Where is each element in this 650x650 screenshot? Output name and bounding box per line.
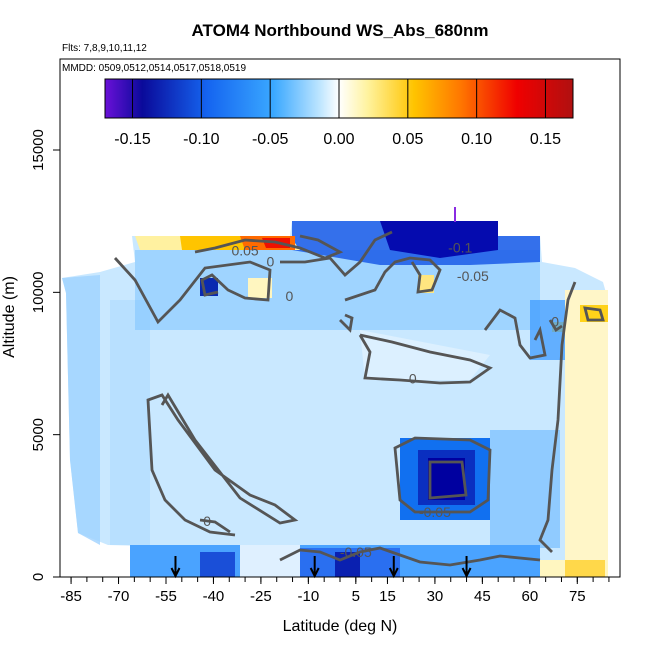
x-tick-label: -85 xyxy=(60,588,82,605)
colorbar-tick-label: -0.15 xyxy=(114,131,151,148)
x-tick-label: 30 xyxy=(427,588,444,605)
y-tick-label: 10000 xyxy=(30,271,47,313)
colorbar-ticks: -0.15 -0.10 -0.05 0.00 0.05 0.10 0.15 xyxy=(114,79,561,148)
contour-lines xyxy=(113,230,605,567)
contour-label: 0.05 xyxy=(231,242,258,258)
x-tick-label: 5 xyxy=(352,588,360,605)
colorbar-tick-label: -0.10 xyxy=(183,131,220,148)
contour-label: 0 xyxy=(203,513,211,529)
contour-label: 0 xyxy=(551,313,559,329)
x-tick-label: 15 xyxy=(379,588,396,605)
contour-label: -0.05 xyxy=(457,268,489,284)
y-tick-label: 15000 xyxy=(30,129,47,171)
contour-label: 0 xyxy=(285,288,293,304)
y-tick-label: 0 xyxy=(30,573,47,581)
contour-label: -0.1 xyxy=(448,239,472,255)
x-tick-label: 75 xyxy=(569,588,586,605)
colorbar-tick-label: 0.05 xyxy=(392,131,423,148)
x-tick-label: 45 xyxy=(474,588,491,605)
contour-label: -0.05 xyxy=(340,544,372,560)
flights-subtitle: Flts: 7,8,9,10,11,12 xyxy=(62,43,147,54)
flight-arrow xyxy=(170,556,181,579)
heatmap-field xyxy=(62,221,608,577)
chart-title: ATOM4 Northbound WS_Abs_680nm xyxy=(192,21,489,40)
x-tick-label: -25 xyxy=(250,588,272,605)
contour-label: 0 xyxy=(409,370,417,386)
flight-arrow xyxy=(461,556,472,579)
x-tick-label: 60 xyxy=(521,588,538,605)
flight-arrow xyxy=(309,556,320,579)
x-axis-label: Latitude (deg N) xyxy=(283,618,398,635)
y-axis-label: Altitude (m) xyxy=(1,276,18,358)
flight-arrow xyxy=(388,556,399,579)
x-tick-label: -40 xyxy=(203,588,225,605)
colorbar-tick-label: 0.15 xyxy=(530,131,561,148)
colorbar-tick-label: 0.10 xyxy=(461,131,492,148)
contour-label: -0.05 xyxy=(419,504,451,520)
x-tick-label: -70 xyxy=(108,588,130,605)
colorbar-tick-label: -0.05 xyxy=(252,131,289,148)
x-axis: -85 -70 -55 -40 -25 -10 5 15 30 45 60 75 xyxy=(60,577,610,605)
y-axis: 0 5000 10000 15000 xyxy=(30,129,60,581)
y-tick-label: 5000 xyxy=(30,418,47,451)
x-tick-label: -10 xyxy=(298,588,320,605)
contour-labels: 0.05 0 0 -0.1 -0.05 0 0 -0.05 -0.05 0 xyxy=(203,239,559,560)
colorbar-tick-label: 0.00 xyxy=(323,131,354,148)
contour-label: 0 xyxy=(266,254,274,270)
flight-arrows xyxy=(170,556,472,579)
x-tick-label: -55 xyxy=(155,588,177,605)
dates-subtitle: MMDD: 0509,0512,0514,0517,0518,0519 xyxy=(62,63,246,74)
